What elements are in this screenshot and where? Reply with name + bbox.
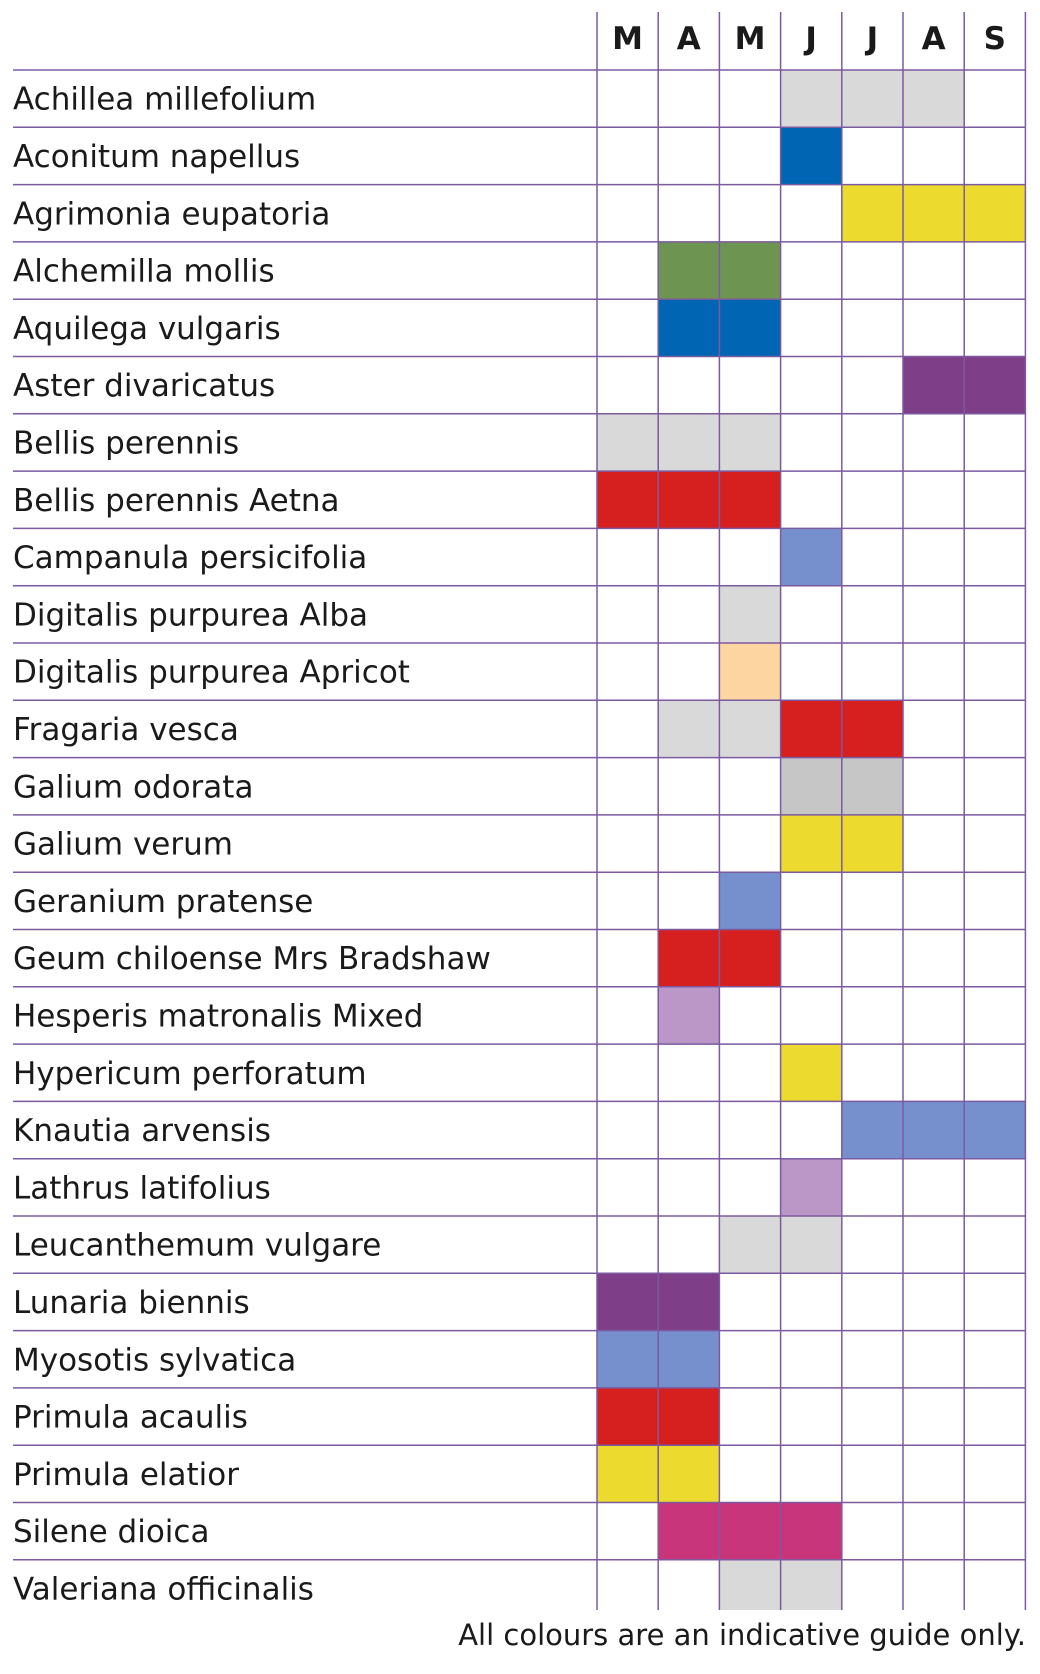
plant-label: Alchemilla mollis xyxy=(13,254,275,290)
month-label: M xyxy=(735,21,766,57)
plant-label: Hesperis matronalis Mixed xyxy=(13,998,423,1034)
flower-cell xyxy=(903,70,965,128)
grid-lines xyxy=(13,12,1027,1610)
plant-label: Galium verum xyxy=(13,827,233,863)
flower-cell xyxy=(597,1445,659,1503)
flower-cell xyxy=(780,757,842,815)
flower-cell xyxy=(780,1559,842,1610)
plant-label: Hypericum perforatum xyxy=(13,1056,367,1092)
flower-cell xyxy=(658,700,720,758)
month-label: J xyxy=(803,21,817,57)
flower-cell xyxy=(597,413,659,472)
month-label: J xyxy=(865,21,879,57)
flower-cell xyxy=(841,814,903,873)
flower-cell xyxy=(841,700,903,758)
plant-label: Geranium pratense xyxy=(13,884,313,920)
flower-cell xyxy=(780,814,842,873)
flower-cell xyxy=(780,1044,842,1102)
plant-label: Geum chiloense Mrs Bradshaw xyxy=(13,941,491,977)
flower-cell xyxy=(719,471,781,529)
flower-cell xyxy=(780,1158,842,1216)
plant-label: Bellis perennis xyxy=(13,425,239,461)
flower-cell xyxy=(719,643,781,701)
plant-label: Valeriana officinalis xyxy=(13,1571,314,1607)
flower-cell xyxy=(719,413,781,472)
flower-cell xyxy=(780,1502,842,1560)
flower-cell xyxy=(903,356,965,414)
flower-cell xyxy=(719,700,781,758)
month-label: M xyxy=(612,21,643,57)
flower-cell xyxy=(780,700,842,758)
flower-cell xyxy=(597,1273,659,1331)
plant-label: Lunaria biennis xyxy=(13,1285,250,1321)
plant-label: Aster divaricatus xyxy=(13,368,275,404)
flower-cell xyxy=(658,241,720,300)
flower-cell xyxy=(780,127,842,185)
plant-label: Knautia arvensis xyxy=(13,1113,271,1149)
plant-label: Digitalis purpurea Alba xyxy=(13,597,368,633)
flower-cell xyxy=(719,1559,781,1610)
flower-cell xyxy=(719,241,781,300)
flower-cell xyxy=(964,356,1026,414)
month-label: A xyxy=(677,21,701,57)
flower-cell xyxy=(719,299,781,357)
flower-cell xyxy=(780,70,842,128)
plant-label: Primula acaulis xyxy=(13,1400,248,1436)
flower-cell xyxy=(658,929,720,987)
footnote: All colours are an indicative guide only… xyxy=(458,1618,1026,1652)
flower-cell xyxy=(658,1330,720,1388)
plant-label: Galium odorata xyxy=(13,769,253,805)
flower-cell xyxy=(903,1101,965,1159)
flower-cell xyxy=(658,1273,720,1331)
flower-cell xyxy=(841,184,903,242)
flower-cell xyxy=(597,1387,659,1446)
flower-cell xyxy=(658,1502,720,1560)
flower-cell xyxy=(719,872,781,930)
flower-cell xyxy=(719,585,781,643)
flower-cell xyxy=(658,413,720,472)
flower-cell xyxy=(719,929,781,987)
plant-label: Myosotis sylvatica xyxy=(13,1342,296,1378)
plant-label: Primula elatior xyxy=(13,1457,239,1493)
flower-cell xyxy=(658,1445,720,1503)
flower-cell xyxy=(780,528,842,586)
month-label: A xyxy=(922,21,946,57)
plant-label: Lathrus latifolius xyxy=(13,1170,271,1206)
flower-cell xyxy=(597,1330,659,1388)
plant-label: Fragaria vesca xyxy=(13,712,239,748)
plant-label: Bellis perennis Aetna xyxy=(13,483,340,519)
flower-cell xyxy=(841,1101,903,1159)
plant-label: Silene dioica xyxy=(13,1514,209,1550)
flower-cells xyxy=(597,70,1026,1610)
flower-cell xyxy=(841,70,903,128)
plant-label: Agrimonia eupatoria xyxy=(13,196,330,232)
flower-cell xyxy=(780,1216,842,1274)
flower-cell xyxy=(719,1502,781,1560)
flower-cell xyxy=(841,757,903,815)
month-label: S xyxy=(984,21,1006,57)
flower-cell xyxy=(964,184,1026,242)
plant-label: Leucanthemum vulgare xyxy=(13,1228,381,1264)
flower-cell xyxy=(658,1387,720,1446)
flower-cell xyxy=(719,1216,781,1274)
plant-label: Campanula persicifolia xyxy=(13,540,367,576)
flower-cell xyxy=(658,471,720,529)
flower-cell xyxy=(903,184,965,242)
flower-cell xyxy=(964,1101,1026,1159)
flower-cell xyxy=(658,986,720,1045)
plant-label: Aquilega vulgaris xyxy=(13,311,281,347)
plant-label: Achillea millefolium xyxy=(13,82,316,118)
plant-label: Aconitum napellus xyxy=(13,139,300,175)
flower-cell xyxy=(658,299,720,357)
flower-cell xyxy=(597,471,659,529)
plant-label: Digitalis purpurea Apricot xyxy=(13,655,410,691)
